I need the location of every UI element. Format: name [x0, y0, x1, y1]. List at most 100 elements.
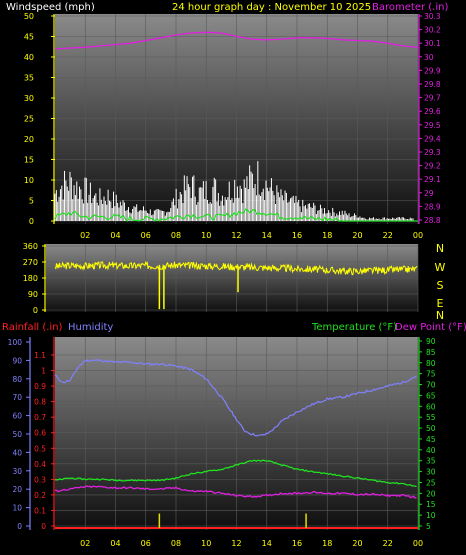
y-tick-label-direction: 180 [23, 274, 38, 283]
y-tick-label-barometer: 29 [424, 189, 434, 198]
y-tick-label-rainfall: 1.1 [34, 351, 46, 360]
x-tick-label: 12 [231, 231, 241, 240]
x-tick-label: 16 [292, 539, 302, 548]
y-tick-label-temperature: 60 [426, 402, 436, 411]
wind-barometer-panel: 0 5 10 15 20 25 30 35 40 45 50 02 04 06 08 10 12 14 16 18 20… [24, 12, 441, 240]
barometer-axis-label: Barometer (.in) [372, 2, 448, 13]
compass-letter: S [437, 279, 444, 292]
y-tick-label-rainfall: 0.4 [34, 460, 46, 469]
y-tick-label-temperature: 15 [426, 500, 436, 509]
x-tick-label: 14 [262, 231, 272, 240]
y-tick-label-temperature: 10 [426, 511, 436, 520]
compass-letter: E [437, 297, 444, 310]
x-tick-label: 10 [201, 539, 211, 548]
y-tick-label-wind: 0 [29, 217, 34, 226]
compass-letter: N [436, 309, 444, 322]
y-tick-label-direction: 0 [33, 306, 38, 315]
y-tick-label-barometer: 30.1 [424, 39, 441, 48]
x-tick-label: 06 [141, 231, 151, 240]
x-tick-label: 14 [262, 539, 272, 548]
y-tick-label-rainfall: 1 [41, 367, 46, 376]
y-tick-label-temperature: 70 [426, 381, 436, 390]
x-tick-label: 02 [80, 539, 90, 548]
y-tick-label-humidity: 70 [12, 393, 22, 402]
y-tick-label-temperature: 25 [426, 478, 436, 487]
y-tick-label-barometer: 28.9 [424, 202, 441, 211]
y-tick-label-wind: 45 [24, 33, 34, 42]
y-tick-label-barometer: 29.3 [424, 148, 441, 157]
y-tick-label-temperature: 50 [426, 424, 436, 433]
y-tick-label-rainfall: 0.5 [34, 444, 46, 453]
x-tick-label: 20 [352, 231, 362, 240]
x-tick-label: 18 [322, 231, 332, 240]
y-tick-label-rainfall: 0.9 [34, 382, 46, 391]
y-tick-label-temperature: 30 [426, 468, 436, 477]
y-tick-label-humidity: 100 [8, 338, 23, 347]
x-tick-label: 10 [201, 231, 211, 240]
x-tick-label: 20 [352, 539, 362, 548]
x-tick-label: 04 [110, 231, 120, 240]
y-tick-label-barometer: 29.4 [424, 134, 441, 143]
y-tick-label-humidity: 10 [12, 504, 22, 513]
y-tick-label-temperature: 35 [426, 457, 436, 466]
y-tick-label-barometer: 29.5 [424, 121, 441, 130]
y-tick-label-humidity: 60 [12, 412, 22, 421]
y-tick-label-rainfall: 0.8 [34, 398, 46, 407]
wind-direction-panel: 360 270 180 90 0 [23, 242, 419, 315]
y-tick-label-barometer: 29.1 [424, 175, 441, 184]
y-tick-label-temperature: 90 [426, 337, 436, 346]
x-tick-label: 06 [141, 539, 151, 548]
y-tick-label-wind: 5 [29, 197, 34, 206]
dewpoint-axis-label: Dew Point (°F) [395, 322, 466, 333]
wind-direction-line [54, 260, 418, 276]
rainfall-axis-label: Rainfall (.in) [2, 322, 63, 333]
y-tick-label-barometer: 29.8 [424, 80, 441, 89]
y-tick-label-humidity: 90 [12, 356, 22, 365]
y-tick-label-temperature: 65 [426, 391, 436, 400]
wind-gust-series [54, 161, 414, 221]
compass-letter: N [436, 242, 444, 255]
x-tick-label: 22 [383, 539, 393, 548]
y-tick-label-rainfall: 0.7 [34, 413, 46, 422]
x-tick-label: 12 [231, 539, 241, 548]
y-tick-label-temperature: 45 [426, 435, 436, 444]
y-tick-label-humidity: 20 [12, 485, 22, 494]
x-tick-label: 00 [413, 539, 423, 548]
y-tick-label-temperature: 75 [426, 370, 436, 379]
barometer-line [55, 31, 419, 50]
y-tick-label-barometer: 30 [424, 53, 434, 62]
x-tick-label: 08 [171, 539, 181, 548]
y-tick-label-temperature: 80 [426, 359, 436, 368]
dewpoint-line [54, 485, 417, 499]
x-tick-label: 00 [413, 231, 423, 240]
x-tick-label: 08 [171, 231, 181, 240]
y-tick-label-humidity: 50 [12, 430, 22, 439]
y-tick-label-barometer: 29.6 [424, 107, 441, 116]
y-tick-label-wind: 30 [24, 94, 34, 103]
y-tick-label-rainfall: 0.1 [34, 506, 46, 515]
y-tick-label-wind: 50 [24, 12, 34, 21]
y-tick-label-wind: 20 [24, 135, 34, 144]
y-tick-label-humidity: 80 [12, 375, 22, 384]
y-tick-label-wind: 10 [24, 176, 34, 185]
temp-humidity-panel: 0 0.1 0.2 0.3 0.4 0.5 0.6 0.7 0.8 0.9 1 1.1 0 10 20 30 4… [8, 337, 436, 548]
y-tick-label-temperature: 40 [426, 446, 436, 455]
y-tick-label-barometer: 30.2 [424, 26, 441, 35]
x-tick-label: 18 [322, 539, 332, 548]
y-tick-label-wind: 25 [24, 115, 34, 124]
windspeed-axis-label: Windspeed (mph) [6, 2, 95, 13]
y-tick-label-direction: 90 [28, 290, 38, 299]
temperature-axis-label: Temperature (°F) [311, 322, 397, 333]
y-tick-label-direction: 270 [23, 258, 38, 267]
y-tick-label-direction: 360 [23, 242, 38, 251]
y-tick-label-humidity: 40 [12, 448, 22, 457]
y-tick-label-rainfall: 0.6 [34, 429, 46, 438]
y-tick-label-barometer: 30.3 [424, 12, 441, 21]
compass-letter: W [435, 261, 446, 274]
y-tick-label-barometer: 28.8 [424, 216, 441, 225]
y-tick-label-wind: 15 [24, 156, 34, 165]
temperature-line [54, 459, 417, 488]
x-tick-label: 16 [292, 231, 302, 240]
